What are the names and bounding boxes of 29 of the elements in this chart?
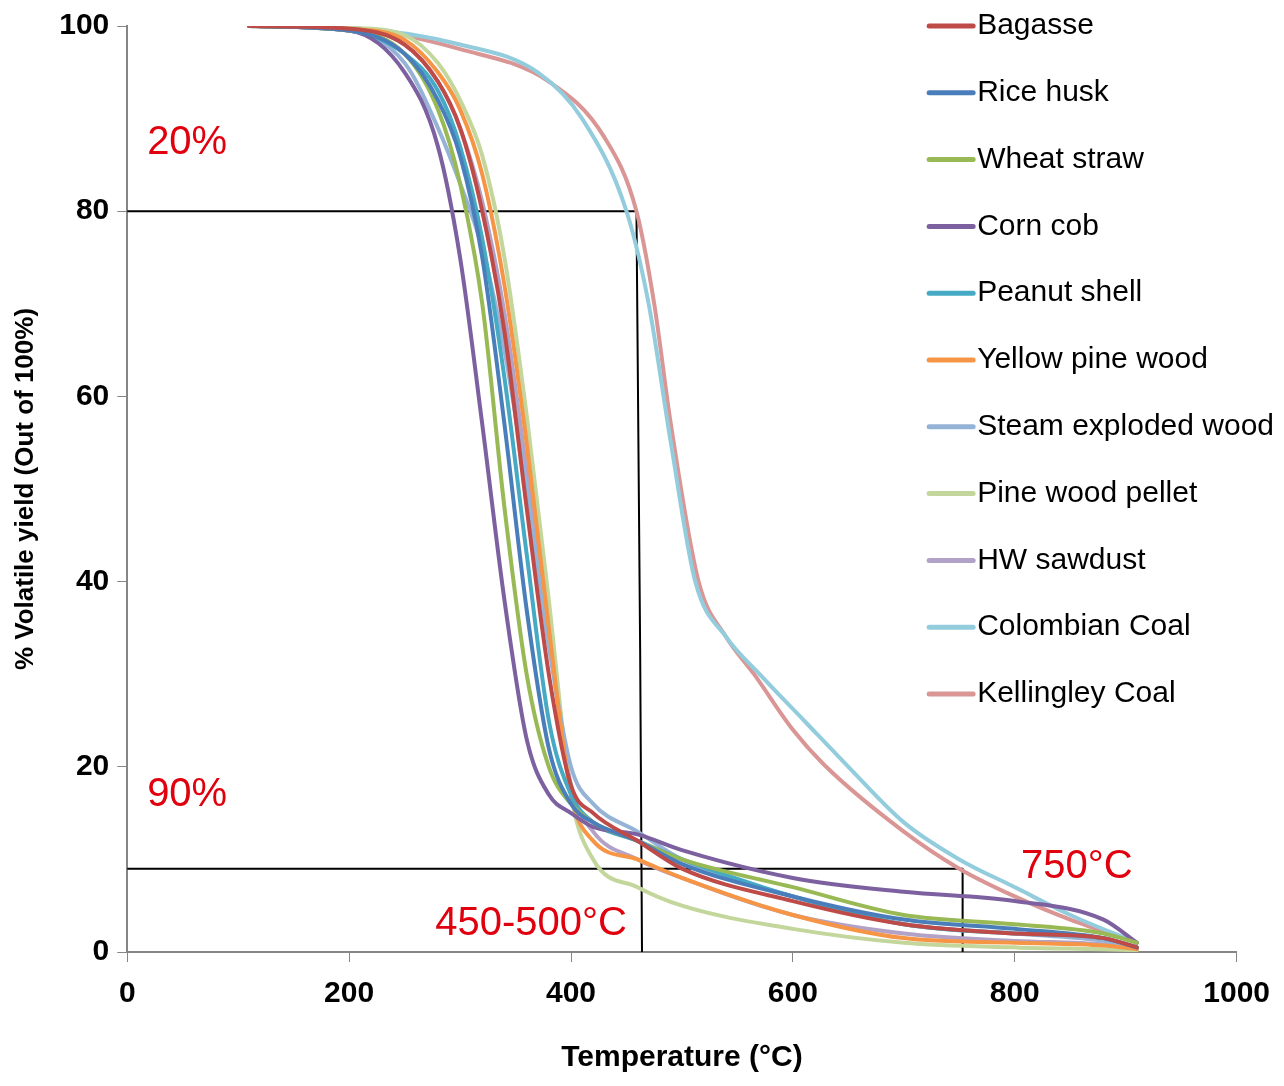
annotation: 90% xyxy=(147,769,228,814)
x-tick-label: 400 xyxy=(545,975,597,1009)
legend-label: Corn cob xyxy=(977,207,1099,241)
annotation: 450-500°C xyxy=(435,899,627,944)
x-tick-label: 800 xyxy=(989,975,1040,1009)
legend-label: Steam exploded wood xyxy=(977,408,1275,442)
y-axis-title: % Volatile yield (Out of 100%) xyxy=(8,307,39,671)
legend-label: Yellow pine wood xyxy=(977,341,1208,375)
y-tick-label: 20 xyxy=(75,748,110,782)
x-tick-label: 200 xyxy=(324,975,375,1009)
legend-label: Wheat straw xyxy=(977,140,1145,174)
x-tick-label: 600 xyxy=(767,975,818,1009)
legend-label: Peanut shell xyxy=(977,274,1143,308)
y-tick-label: 80 xyxy=(75,192,110,226)
legend-label: HW sawdust xyxy=(977,541,1147,575)
legend-label: Colombian Coal xyxy=(977,608,1191,642)
y-tick-label: 100 xyxy=(59,7,110,41)
x-tick-label: 1000 xyxy=(1203,975,1271,1009)
y-tick-label: 40 xyxy=(75,562,110,596)
legend-label: Rice husk xyxy=(977,74,1110,108)
x-axis-title: Temperature (°C) xyxy=(561,1039,803,1073)
legend-label: Pine wood pellet xyxy=(977,474,1198,508)
legend-label: Bagasse xyxy=(977,7,1094,41)
legend-label: Kellingley Coal xyxy=(977,675,1176,709)
y-tick-label: 60 xyxy=(75,377,110,411)
y-tick-label: 0 xyxy=(92,933,110,967)
annotation: 20% xyxy=(147,117,228,162)
x-tick-label: 0 xyxy=(118,975,136,1009)
annotation: 750°C xyxy=(1021,841,1133,886)
